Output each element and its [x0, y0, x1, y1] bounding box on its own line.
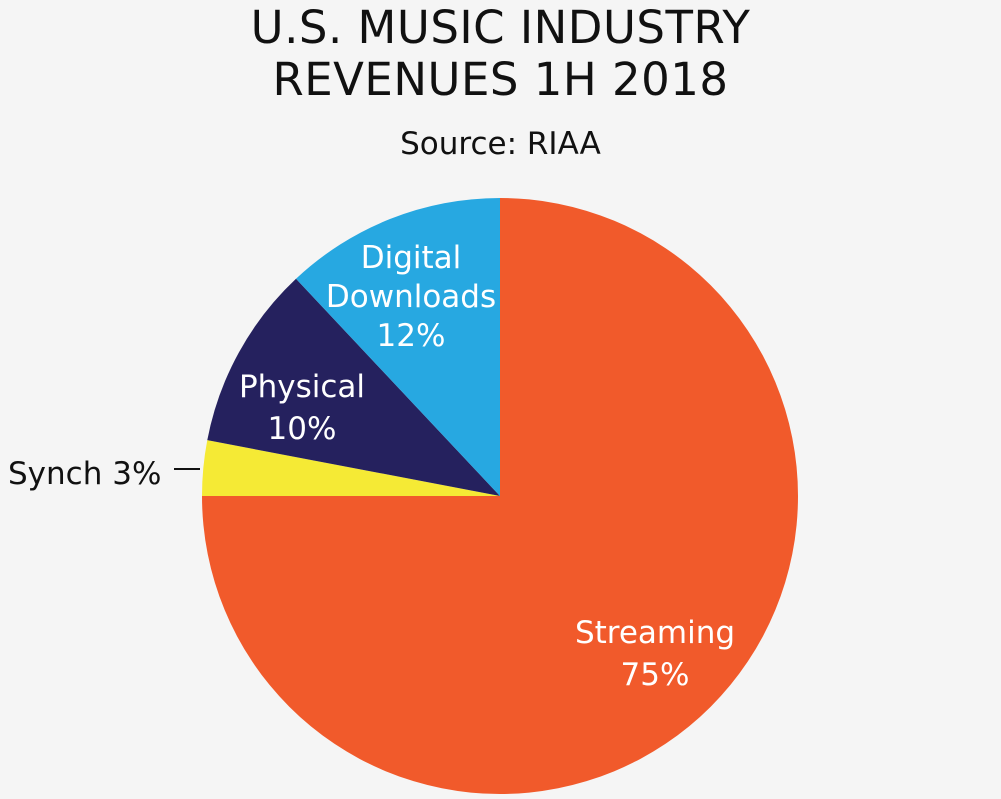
- slice-label-digital-downloads: Digital Downloads 12%: [326, 240, 496, 354]
- chart-title: U.S. MUSIC INDUSTRY REVENUES 1H 2018: [0, 2, 1001, 106]
- slice-label-physical: Physical 10%: [239, 369, 365, 447]
- chart-subtitle: Source: RIAA: [400, 126, 601, 162]
- slice-label-synch: Synch 3%: [8, 456, 161, 492]
- slice-label-line: 75%: [621, 657, 690, 693]
- pie-slice-synch: [202, 440, 500, 496]
- pie-slice-physical: [207, 278, 500, 496]
- slice-label-line: 10%: [268, 411, 337, 447]
- slice-label-line: Streaming: [575, 615, 735, 651]
- slice-label-streaming: Streaming 75%: [575, 615, 735, 693]
- slice-label-line: Physical: [239, 369, 365, 405]
- chart-title-line-2: REVENUES 1H 2018: [272, 53, 729, 106]
- slice-label-line: Downloads: [326, 279, 496, 315]
- chart-title-line-1: U.S. MUSIC INDUSTRY: [250, 1, 751, 54]
- slice-label-line: Synch 3%: [8, 456, 161, 492]
- slice-label-line: 12%: [377, 318, 446, 354]
- slice-label-line: Digital: [361, 240, 462, 276]
- pie-slice-digital-downloads: [296, 198, 500, 496]
